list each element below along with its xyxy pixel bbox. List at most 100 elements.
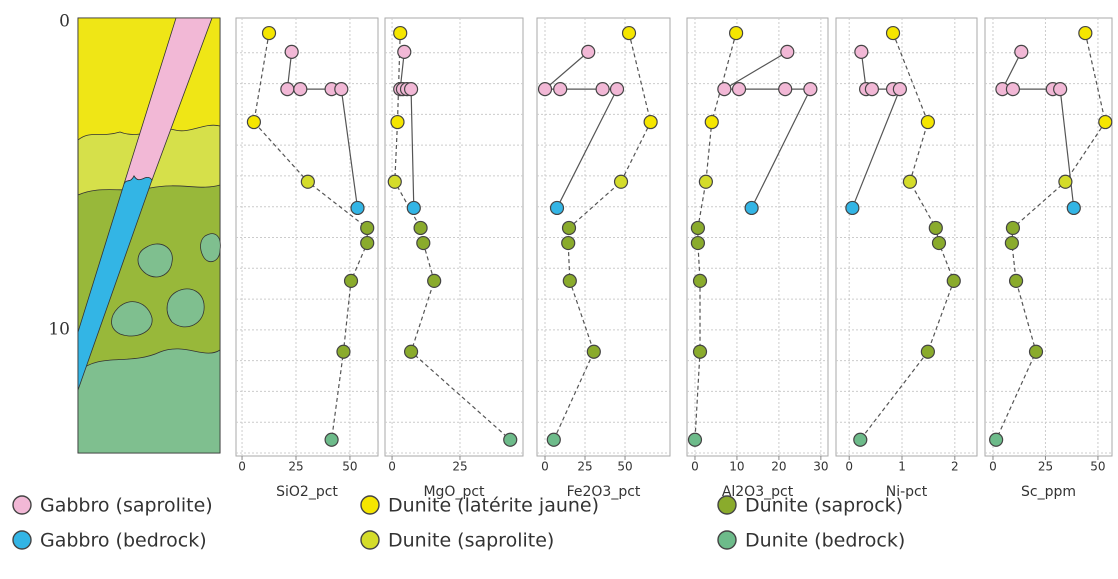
x-tick-label: 50 [1090, 460, 1105, 474]
data-point [413, 220, 428, 236]
data-point [1004, 235, 1019, 251]
bedrock-blob [137, 243, 173, 278]
legend-label: Dunite (saprock) [745, 495, 903, 517]
panel: 0 10 20 30 Al2O3_pct [686, 17, 829, 500]
x-axis-label: Ni-pct [886, 484, 928, 500]
geologic-column [77, 17, 221, 454]
data-point [931, 235, 947, 251]
x-axis-label: Sc_ppm [1021, 484, 1076, 500]
legend-item: Gabbro (saprolite) [12, 495, 213, 517]
data-point [717, 82, 732, 97]
data-point [403, 344, 419, 359]
x-tick-label: 0 [845, 460, 853, 474]
data-point [780, 44, 795, 59]
data-point [1005, 82, 1021, 97]
x-axis-label: Al2O3_pct [722, 484, 794, 500]
x-tick-label: 20 [771, 460, 786, 474]
y-tick-label: 0 [59, 12, 70, 32]
data-point [1005, 220, 1021, 236]
legend-item: Dunite (saprolite) [360, 530, 554, 552]
legend-item: Gabbro (bedrock) [12, 530, 207, 552]
data-point [581, 44, 596, 59]
legend-item: Dunite (saprock) [717, 495, 903, 517]
data-point [549, 200, 565, 216]
legend-label: Dunite (bedrock) [745, 530, 905, 552]
profile-line [553, 32, 652, 441]
x-tick-label: 1 [898, 460, 906, 474]
data-point [864, 82, 880, 97]
y-tick-label: 10 [48, 319, 70, 339]
profile-line [543, 51, 618, 209]
x-tick-label: 25 [577, 460, 592, 474]
data-point [892, 82, 907, 97]
data-point [561, 235, 576, 251]
x-axis-label: Fe2O3_pct [567, 484, 641, 500]
legend-item: Dunite (bedrock) [717, 530, 905, 552]
data-point [397, 44, 412, 59]
legend-marker [12, 530, 32, 550]
data-point [1098, 114, 1113, 130]
x-tick-label: 25 [452, 460, 467, 474]
x-tick-label: 25 [1038, 460, 1053, 474]
profile-line [859, 32, 955, 441]
data-point [324, 432, 339, 447]
data-point [406, 200, 421, 216]
data-point [698, 174, 713, 189]
data-point [692, 344, 708, 359]
data-point [561, 220, 577, 236]
data-point [731, 82, 747, 97]
data-point [643, 114, 658, 130]
data-point [1053, 82, 1068, 97]
data-point [845, 200, 860, 216]
panel: 0 25 50 SiO2_pct [235, 17, 379, 500]
data-point [854, 44, 869, 59]
data-point [1078, 25, 1093, 41]
panel: 0 25 MgO_pct [384, 17, 524, 500]
data-point [1008, 273, 1024, 289]
x-tick-label: 0 [238, 460, 246, 474]
data-point [595, 82, 610, 97]
data-point [336, 344, 351, 359]
data-point [586, 344, 601, 359]
panel: 0 25 50 Fe2O3_pct [536, 17, 671, 500]
data-point [416, 235, 431, 251]
data-point [1014, 44, 1029, 59]
x-tick-label: 0 [989, 460, 997, 474]
data-point [690, 235, 706, 251]
data-point [853, 432, 868, 447]
data-point [621, 25, 637, 41]
data-point [690, 220, 706, 236]
bedrock-blob [111, 301, 153, 337]
x-tick-label: 0 [541, 460, 549, 474]
legend-marker [12, 495, 32, 515]
x-tick-label: 0 [388, 460, 396, 474]
legend-marker [717, 530, 737, 550]
x-axis-label: SiO2_pct [276, 484, 338, 500]
data-point [360, 220, 375, 236]
data-point [280, 82, 295, 97]
legend-item: Dunite (latérite jaune) [360, 495, 599, 517]
legend-marker [717, 495, 737, 515]
data-point [728, 25, 744, 41]
data-point [902, 174, 918, 189]
data-point [803, 82, 818, 97]
data-point [284, 44, 299, 59]
data-point [261, 25, 277, 41]
data-point [387, 174, 402, 189]
data-point [744, 200, 759, 216]
data-point [687, 432, 703, 447]
data-point [300, 174, 315, 189]
data-point [553, 82, 568, 97]
legend-marker [360, 495, 380, 515]
legend-label: Dunite (saprolite) [388, 530, 554, 552]
legend-marker [360, 530, 380, 550]
data-point [546, 432, 561, 447]
data-point [393, 25, 408, 41]
data-point [692, 273, 708, 289]
profile-line [995, 32, 1106, 441]
gabbro-bedrock-dike [77, 175, 153, 391]
data-point [885, 25, 901, 41]
data-point [1066, 200, 1081, 216]
data-point [920, 344, 935, 359]
data-point [613, 174, 629, 189]
